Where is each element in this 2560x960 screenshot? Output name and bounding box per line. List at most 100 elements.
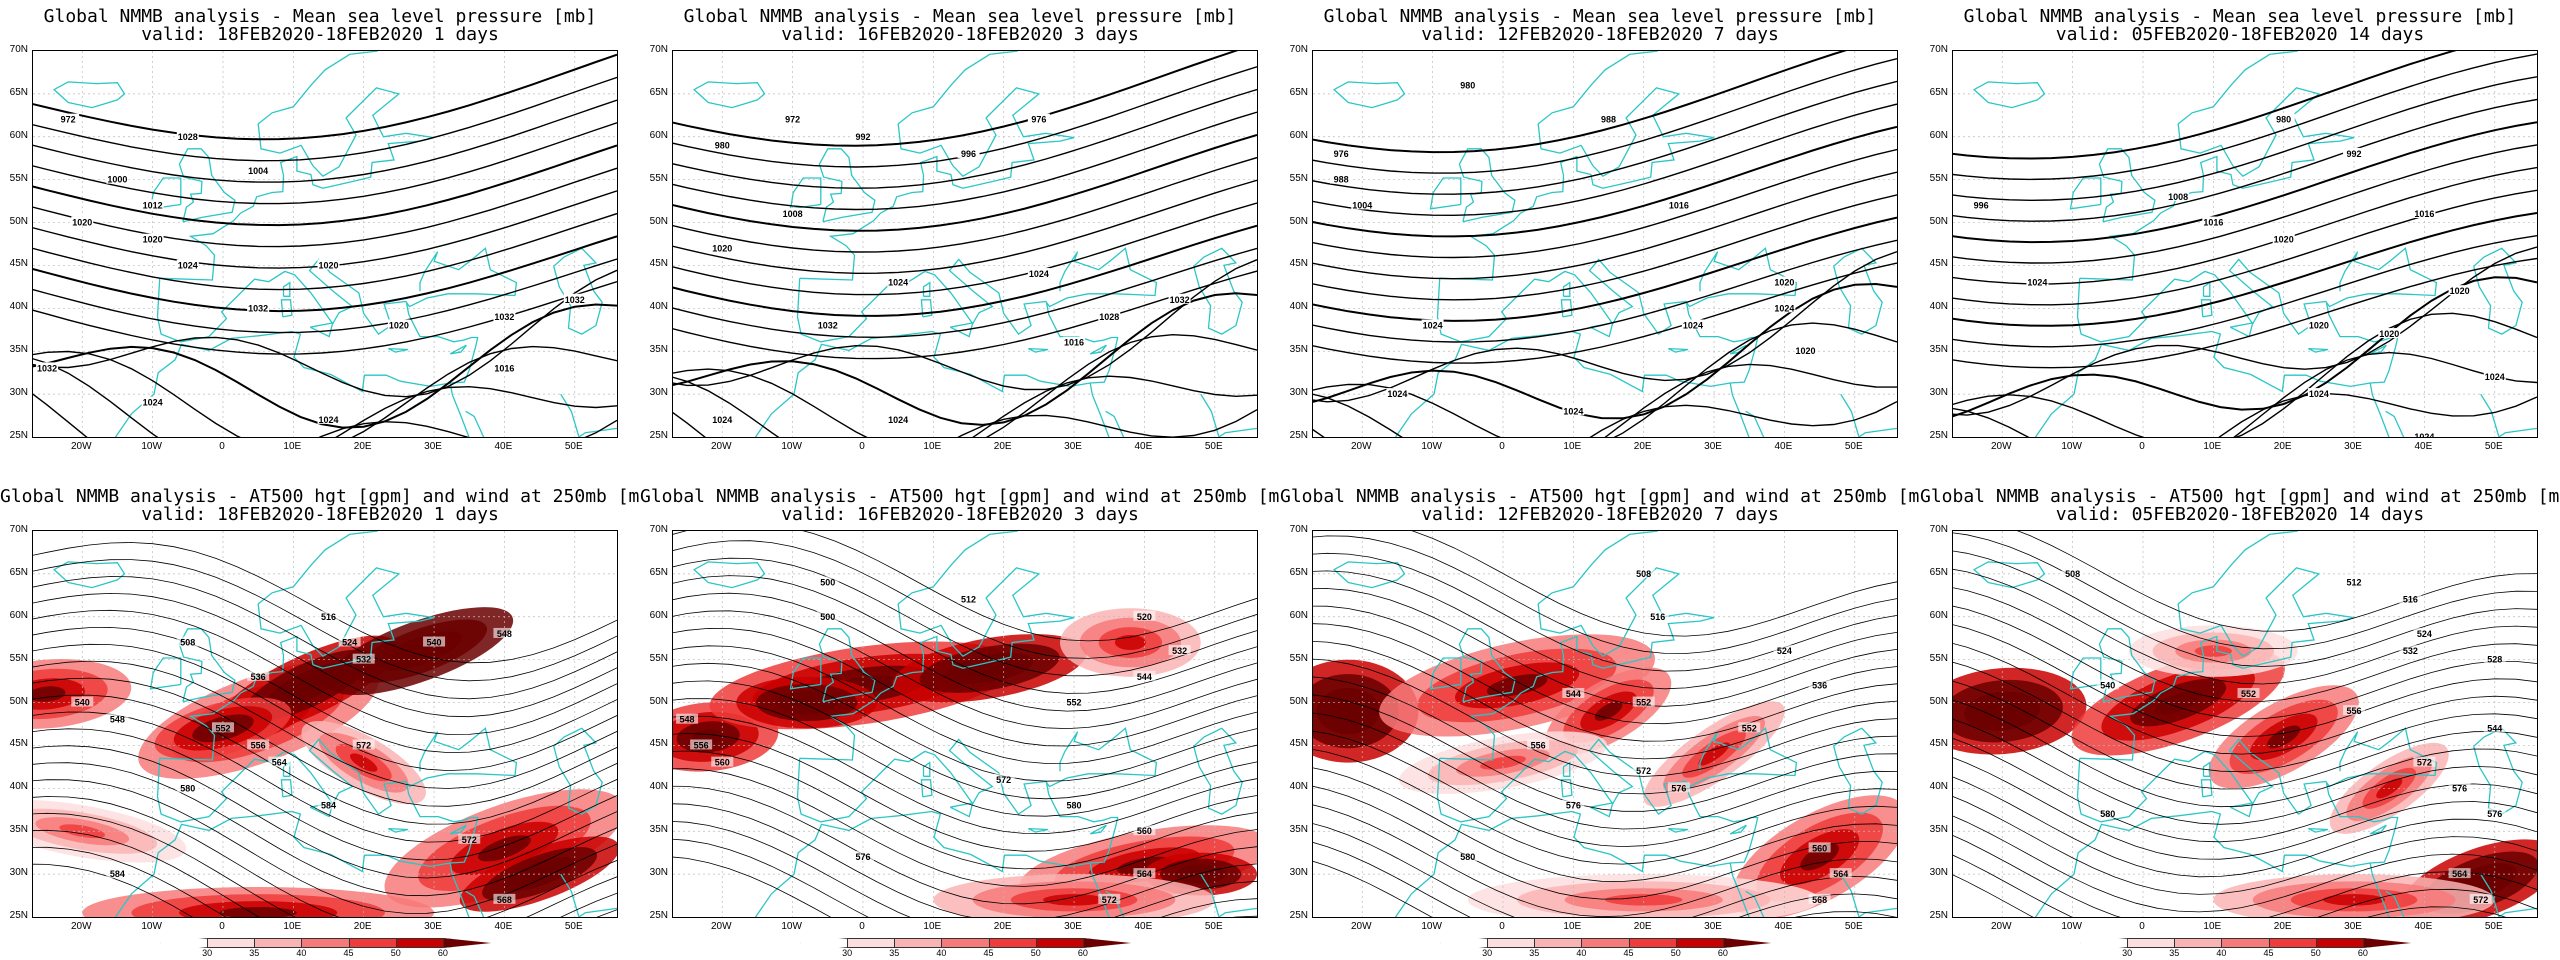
contour-value-label: 1004 <box>1352 200 1372 210</box>
geopotential-contour <box>1313 749 1897 865</box>
coastline <box>1429 177 1462 210</box>
contour-label-bg <box>1773 302 1796 313</box>
lon-tick-label: 0 <box>219 921 225 932</box>
lon-tick-label: 20E <box>2273 921 2292 932</box>
contour-label-bg <box>816 319 839 330</box>
contour-label-bg <box>563 293 586 304</box>
coastline <box>2308 347 2329 353</box>
contour-label-bg <box>2343 576 2366 587</box>
coastline <box>2069 657 2102 690</box>
panel-valid-period: valid: 05FEB2020-18FEB2020 14 days <box>2055 504 2425 525</box>
contour-value-label: 576 <box>2452 783 2467 793</box>
coastline <box>1105 410 1125 437</box>
coastline <box>1745 410 1765 437</box>
contour-value-label: 976 <box>1031 115 1046 125</box>
contour-value-label: 580 <box>1067 800 1082 810</box>
coastline <box>52 81 126 109</box>
lat-tick-label: 40N <box>9 301 28 313</box>
contour-value-label: 524 <box>2417 629 2432 639</box>
geopotential-contour <box>1953 605 2537 720</box>
lat-tick-label: 65N <box>9 86 28 98</box>
coastline <box>388 347 409 353</box>
lat-tick-label: 30N <box>9 867 28 879</box>
contour-value-label: 1032 <box>494 312 514 322</box>
isobar-contour <box>673 88 1257 189</box>
geopotential-contour <box>1313 588 1897 707</box>
lat-tick-label: 70N <box>1289 524 1308 535</box>
isobar-contour <box>33 53 617 141</box>
contour-label-bg <box>338 636 361 647</box>
contour-value-label: 1032 <box>565 295 585 305</box>
panel-title: Global NMMB analysis - Mean sea level pr… <box>1323 6 1877 27</box>
lat-tick-label: 60N <box>9 609 28 621</box>
geopotential-contour <box>1313 605 1897 725</box>
isobar-contour <box>1953 351 2537 437</box>
lon-tick-label: 20W <box>1990 441 2012 452</box>
coastline <box>1332 561 1406 589</box>
lat-tick-label: 55N <box>1929 172 1948 184</box>
geopotential-contour <box>1313 658 1897 777</box>
contour-label-bg <box>2413 431 2436 437</box>
colorbar-tick-label: 50 <box>1670 948 1681 958</box>
map-svg: 980 988 976 988 1004 1016 1020 1024 1024 1020 1024… <box>1313 51 1897 437</box>
contour-value-label: 572 <box>1636 766 1651 776</box>
contour-label-bg <box>1829 868 1852 879</box>
contour-label-bg <box>781 207 804 218</box>
contour-label-bg <box>1773 276 1796 287</box>
contour-label-bg <box>1527 739 1550 750</box>
contour-label-bg <box>816 610 839 621</box>
lat-tick-label: 30N <box>9 387 28 399</box>
contour-label-bg <box>1667 782 1690 793</box>
geopotential-contour <box>1953 624 2537 738</box>
coastline <box>449 824 467 835</box>
contour-label-bg <box>176 259 199 270</box>
lon-tick-label: 20E <box>2273 441 2292 452</box>
lat-tick-label: 25N <box>9 430 28 441</box>
colorbar-segment <box>2221 938 2270 948</box>
contour-value-label: 1000 <box>107 175 127 185</box>
coastline <box>156 247 518 343</box>
contour-value-label: 1020 <box>1796 346 1816 356</box>
contour-label-bg <box>1330 147 1353 158</box>
contour-value-label: 552 <box>215 723 230 733</box>
contour-label-bg <box>247 739 270 750</box>
contour-value-label: 568 <box>497 895 512 905</box>
contour-value-label: 1020 <box>2379 329 2399 339</box>
map-svg: 500 500 512 520 532 544 552 548 556 560 572 580 560 5… <box>673 531 1257 917</box>
contour-label-bg <box>1562 799 1585 810</box>
colorbar-segment <box>1440 938 1489 948</box>
geopotential-contour <box>1313 676 1897 795</box>
isobar-contour <box>673 224 1257 317</box>
coastline <box>2034 783 2399 917</box>
coastline <box>920 779 933 798</box>
contour-value-label: 1024 <box>1387 389 1407 399</box>
colorbar-tick-label: 45 <box>1623 948 1634 958</box>
lon-tick-label: 10W <box>141 441 162 452</box>
contour-value-label: 576 <box>1566 800 1581 810</box>
geopotential-contour <box>673 627 1257 747</box>
contour-label-bg <box>106 713 129 724</box>
coastline <box>754 783 1119 917</box>
contour-value-label: 564 <box>1833 869 1848 879</box>
geopotential-contour <box>33 609 617 735</box>
lon-tick-label: 10W <box>2061 921 2082 932</box>
isobar-contour <box>33 190 617 269</box>
geopotential-contour <box>1313 623 1897 742</box>
contour-label-bg <box>1456 850 1479 861</box>
contour-value-label: 1032 <box>37 363 57 373</box>
contour-value-label: 544 <box>1137 672 1152 682</box>
geopotential-contour <box>33 559 617 682</box>
contour-value-label: 1024 <box>1774 303 1794 313</box>
isobar-contour <box>1313 239 1897 343</box>
contour-value-label: 992 <box>855 132 870 142</box>
lon-tick-label: 20E <box>353 921 372 932</box>
map-area: 508 516 524 536 544 552 552 556 572 576 576 560 564 5… <box>1312 530 1898 918</box>
geopotential-contour <box>1313 860 1897 917</box>
contour-value-label: 1016 <box>1669 200 1689 210</box>
lat-tick-label: 55N <box>9 172 28 184</box>
colorbar-tick-label: 40 <box>296 948 307 958</box>
contour-value-label: 548 <box>110 715 125 725</box>
coastline <box>114 303 479 437</box>
coastline <box>1089 824 1107 835</box>
contour-value-label: 1020 <box>2450 286 2470 296</box>
